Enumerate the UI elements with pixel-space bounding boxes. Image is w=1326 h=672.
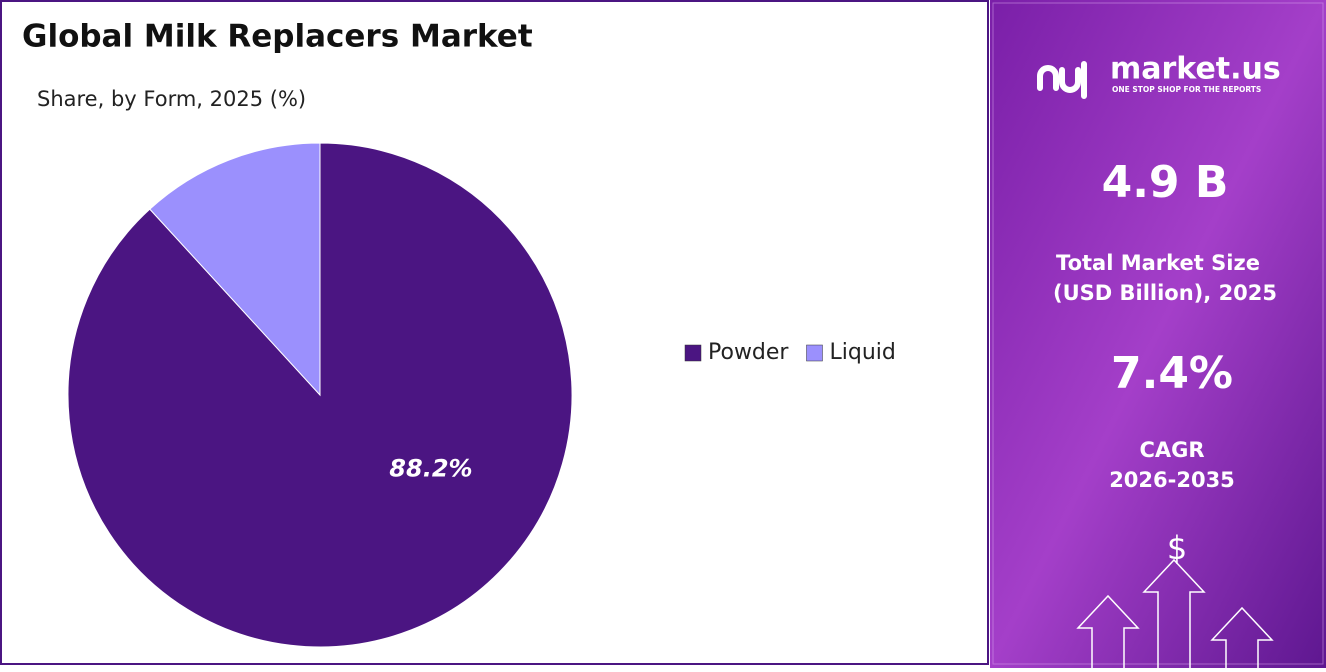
market-size: 4.9 B (1102, 157, 1229, 208)
logo: market.us ONE STOP SHOP FOR THE REPORTS (1037, 52, 1281, 99)
chart-subtitle: Share, by Form, 2025 (%) (37, 87, 306, 111)
logo-mark (1037, 61, 1087, 99)
pie-slice (149, 142, 321, 397)
legend-label: Liquid (829, 340, 895, 365)
side-panel (990, 0, 1326, 668)
legend-swatch (684, 344, 702, 362)
logo-tagline: ONE STOP SHOP FOR THE REPORTS (1112, 85, 1261, 94)
market-size-label: Total Market Size (1056, 251, 1260, 275)
dollar-icon: $ (1167, 529, 1187, 567)
growth-arrows (1076, 558, 1274, 668)
legend-swatch (806, 344, 823, 362)
cagr-label: CAGR (1139, 438, 1204, 462)
market-size-label: (USD Billion), 2025 (1053, 281, 1277, 305)
cagr-label: 2026-2035 (1109, 468, 1235, 492)
slice-label: 88.2% (389, 454, 472, 482)
chart-title: Global Milk Replacers Market (22, 19, 533, 55)
cagr: 7.4% (1111, 348, 1233, 399)
legend-label: Powder (708, 340, 789, 365)
logo-text: market.us (1110, 52, 1281, 87)
